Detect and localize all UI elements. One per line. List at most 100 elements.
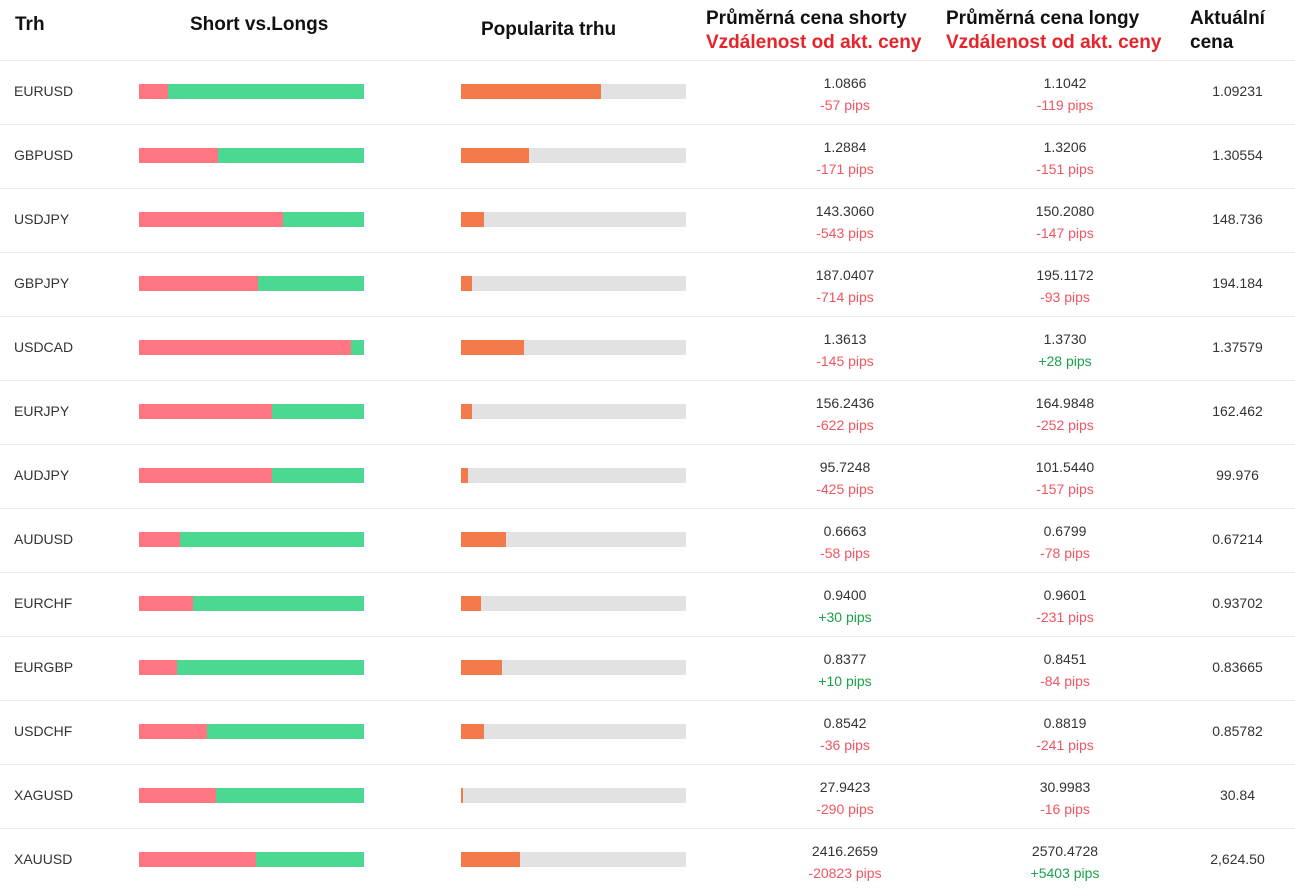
popularity-bar — [461, 596, 686, 611]
header-avg-short-title: Průměrná cena shorty — [706, 8, 907, 29]
avg-long-price: 150.2080 — [1035, 203, 1095, 219]
market-symbol[interactable]: EURGBP — [14, 659, 74, 675]
market-symbol[interactable]: EURCHF — [14, 595, 73, 611]
avg-short-distance: -57 pips — [820, 97, 870, 113]
avg-long-cell: 1.3206 -151 pips — [965, 136, 1165, 180]
market-symbol[interactable]: AUDJPY — [14, 467, 70, 483]
avg-short-cell: 156.2436 -622 pips — [745, 392, 945, 436]
avg-short-cell: 187.0407 -714 pips — [745, 264, 945, 308]
market-symbol[interactable]: USDCAD — [14, 339, 74, 355]
avg-long-cell: 164.9848 -252 pips — [965, 392, 1165, 436]
avg-short-cell: 1.3613 -145 pips — [745, 328, 945, 372]
avg-long-distance: -16 pips — [1040, 801, 1090, 817]
avg-long-distance: -231 pips — [1036, 609, 1094, 625]
avg-long-price: 101.5440 — [1035, 459, 1095, 475]
short-long-bar — [139, 404, 364, 419]
short-share-fill — [139, 596, 193, 611]
avg-short-distance: -543 pips — [816, 225, 874, 241]
popularity-bar — [461, 212, 686, 227]
short-long-bar — [139, 852, 364, 867]
avg-long-cell: 0.8451 -84 pips — [965, 648, 1165, 692]
table-row: XAGUSD 27.9423 -290 pips 30.9983 -16 pips 30.… — [0, 765, 1295, 829]
short-share-fill — [139, 852, 256, 867]
market-symbol[interactable]: XAGUSD — [14, 787, 74, 803]
header-current-line2: cena — [1190, 32, 1234, 53]
avg-short-cell: 2416.2659 -20823 pips — [745, 840, 945, 884]
table-row: AUDJPY 95.7248 -425 pips 101.5440 -157 pips 9… — [0, 445, 1295, 509]
avg-long-cell: 195.1172 -93 pips — [965, 264, 1165, 308]
short-long-bar — [139, 84, 364, 99]
short-share-fill — [139, 660, 178, 675]
header-short-vs-longs: Short vs.Longs — [190, 14, 329, 35]
market-symbol[interactable]: AUDUSD — [14, 531, 74, 547]
avg-short-price: 1.3613 — [823, 331, 867, 347]
table-row: GBPJPY 187.0407 -714 pips 195.1172 -93 pips 1… — [0, 253, 1295, 317]
market-symbol[interactable]: GBPUSD — [14, 147, 74, 163]
avg-long-cell: 150.2080 -147 pips — [965, 200, 1165, 244]
header-avg-long-title: Průměrná cena longy — [946, 8, 1140, 29]
market-symbol[interactable]: USDJPY — [14, 211, 70, 227]
avg-short-cell: 27.9423 -290 pips — [745, 776, 945, 820]
avg-short-price: 2416.2659 — [811, 843, 879, 859]
market-symbol[interactable]: EURUSD — [14, 83, 74, 99]
popularity-fill — [461, 852, 520, 867]
avg-short-distance: -145 pips — [816, 353, 874, 369]
popularity-fill — [461, 148, 529, 163]
avg-short-cell: 143.3060 -543 pips — [745, 200, 945, 244]
avg-short-price: 27.9423 — [819, 779, 871, 795]
avg-short-distance: -58 pips — [820, 545, 870, 561]
avg-long-price: 1.3730 — [1043, 331, 1087, 347]
avg-long-price: 2570.4728 — [1031, 843, 1099, 859]
table-row: EURGBP 0.8377 +10 pips 0.8451 -84 pips 0.8366… — [0, 637, 1295, 701]
header-avg-long-distance: Vzdálenost od akt. ceny — [946, 32, 1162, 53]
avg-short-price: 187.0407 — [815, 267, 875, 283]
current-price: 2,624.50 — [1210, 851, 1265, 867]
short-share-fill — [139, 788, 216, 803]
avg-long-distance: -84 pips — [1040, 673, 1090, 689]
table-row: USDJPY 143.3060 -543 pips 150.2080 -147 pips… — [0, 189, 1295, 253]
popularity-fill — [461, 340, 524, 355]
table-row: EURJPY 156.2436 -622 pips 164.9848 -252 pips… — [0, 381, 1295, 445]
avg-long-cell: 0.6799 -78 pips — [965, 520, 1165, 564]
avg-long-distance: -147 pips — [1036, 225, 1094, 241]
table-body: EURUSD 1.0866 -57 pips 1.1042 -119 pips 1.092… — [0, 61, 1295, 892]
avg-short-distance: +30 pips — [818, 609, 872, 625]
table-row: AUDUSD 0.6663 -58 pips 0.6799 -78 pips 0.6721… — [0, 509, 1295, 573]
popularity-fill — [461, 724, 484, 739]
avg-short-price: 1.2884 — [823, 139, 867, 155]
header-avg-short-distance: Vzdálenost od akt. ceny — [706, 32, 922, 53]
short-long-bar — [139, 148, 364, 163]
popularity-bar — [461, 660, 686, 675]
market-symbol[interactable]: EURJPY — [14, 403, 70, 419]
short-share-fill — [139, 276, 259, 291]
avg-short-distance: -36 pips — [820, 737, 870, 753]
avg-long-cell: 0.9601 -231 pips — [965, 584, 1165, 628]
popularity-fill — [461, 276, 473, 291]
avg-short-price: 0.6663 — [823, 523, 867, 539]
popularity-bar — [461, 340, 686, 355]
short-long-bar — [139, 532, 364, 547]
market-symbol[interactable]: GBPJPY — [14, 275, 70, 291]
popularity-fill — [461, 532, 506, 547]
current-price: 162.462 — [1212, 403, 1263, 419]
market-symbol[interactable]: USDCHF — [14, 723, 73, 739]
short-share-fill — [139, 532, 180, 547]
short-share-fill — [139, 724, 207, 739]
avg-long-cell: 2570.4728 +5403 pips — [965, 840, 1165, 884]
avg-long-distance: +28 pips — [1038, 353, 1092, 369]
table-row: XAUUSD 2416.2659 -20823 pips 2570.4728 +5403… — [0, 829, 1295, 892]
current-price: 1.37579 — [1212, 339, 1263, 355]
short-long-bar — [139, 212, 364, 227]
short-share-fill — [139, 468, 272, 483]
avg-long-price: 195.1172 — [1036, 267, 1094, 283]
avg-short-cell: 0.9400 +30 pips — [745, 584, 945, 628]
popularity-bar — [461, 404, 686, 419]
short-share-fill — [139, 340, 351, 355]
avg-short-distance: -171 pips — [816, 161, 874, 177]
short-long-bar — [139, 724, 364, 739]
table-header: Trh Short vs.Longs Popularita trhu Průmě… — [0, 0, 1295, 61]
avg-long-distance: -119 pips — [1036, 97, 1094, 113]
avg-short-cell: 1.2884 -171 pips — [745, 136, 945, 180]
avg-short-price: 156.2436 — [815, 395, 875, 411]
market-symbol[interactable]: XAUUSD — [14, 851, 73, 867]
